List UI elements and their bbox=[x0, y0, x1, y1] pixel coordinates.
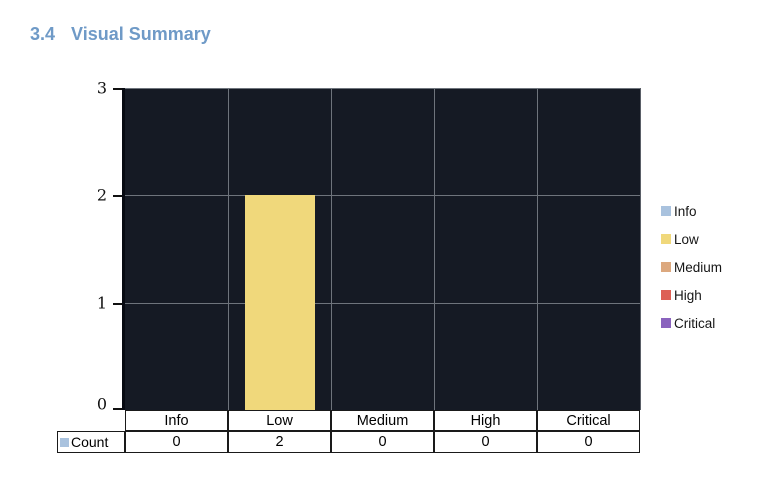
bar-slot-critical bbox=[537, 88, 640, 410]
column-header-critical: Critical bbox=[537, 410, 640, 431]
column-header-high: High bbox=[434, 410, 537, 431]
legend-label: Info bbox=[674, 203, 697, 219]
legend-item-low: Low bbox=[661, 225, 722, 253]
y-tick-mark bbox=[113, 195, 122, 197]
legend-swatch-icon bbox=[661, 262, 671, 272]
column-header-info: Info bbox=[125, 410, 228, 431]
y-tick-mark bbox=[113, 303, 122, 305]
y-axis-label-1: 1 bbox=[96, 293, 107, 313]
legend-item-medium: Medium bbox=[661, 253, 722, 281]
count-value-medium: 0 bbox=[331, 431, 434, 453]
y-axis-label-0: 0 bbox=[96, 394, 107, 414]
count-row-label: Count bbox=[71, 434, 109, 450]
count-value-low: 2 bbox=[228, 431, 331, 453]
bar-slot-low bbox=[228, 88, 331, 410]
y-axis-label-3: 3 bbox=[96, 78, 107, 98]
gridline-col-1 bbox=[228, 88, 229, 410]
legend-label: Medium bbox=[674, 259, 723, 275]
gridline-col-4 bbox=[537, 88, 538, 410]
chart-legend: Info Low Medium High Critical bbox=[661, 197, 722, 337]
y-axis-line bbox=[122, 88, 126, 410]
column-header-medium: Medium bbox=[331, 410, 434, 431]
legend-swatch-icon bbox=[661, 290, 671, 300]
gridline-col-3 bbox=[434, 88, 435, 410]
y-axis-label-2: 2 bbox=[96, 185, 107, 205]
gridline-y3 bbox=[125, 88, 640, 89]
count-value-critical: 0 bbox=[537, 431, 640, 453]
section-heading: 3.4 Visual Summary bbox=[30, 24, 211, 45]
bar-slot-high bbox=[434, 88, 537, 410]
legend-swatch-icon bbox=[661, 318, 671, 328]
section-title: Visual Summary bbox=[71, 24, 211, 44]
legend-swatch-icon bbox=[661, 234, 671, 244]
count-summary-table: Info Low Medium High Critical Count 0 2 … bbox=[57, 410, 640, 453]
bar-low bbox=[244, 195, 315, 410]
column-header-low: Low bbox=[228, 410, 331, 431]
table-spacer-cell bbox=[57, 410, 125, 431]
count-row-header: Count bbox=[57, 431, 125, 453]
legend-swatch-icon bbox=[661, 206, 671, 216]
y-tick-mark bbox=[113, 88, 122, 90]
gridline-y2 bbox=[125, 195, 640, 197]
count-series-marker-icon bbox=[60, 437, 69, 447]
legend-item-info: Info bbox=[661, 197, 722, 225]
count-value-high: 0 bbox=[434, 431, 537, 453]
bar-chart-plot-area bbox=[125, 88, 641, 410]
y-tick-mark bbox=[113, 408, 122, 410]
legend-label: High bbox=[674, 287, 702, 303]
gridline-y1 bbox=[125, 302, 640, 304]
count-value-info: 0 bbox=[125, 431, 228, 453]
legend-item-critical: Critical bbox=[661, 309, 722, 337]
legend-item-high: High bbox=[661, 281, 722, 309]
bar-slot-info bbox=[125, 88, 228, 410]
gridline-col-2 bbox=[331, 88, 332, 410]
legend-label: Low bbox=[674, 231, 699, 247]
bar-slot-medium bbox=[331, 88, 434, 410]
legend-label: Critical bbox=[674, 315, 716, 331]
section-number: 3.4 bbox=[30, 24, 56, 44]
